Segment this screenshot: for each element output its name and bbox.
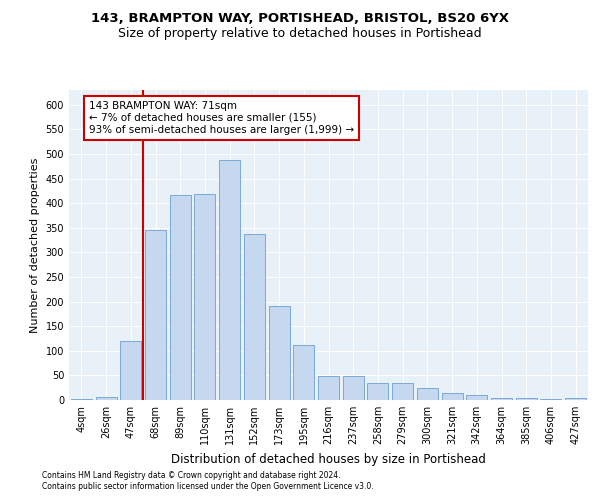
Bar	[392, 384, 413, 400]
Bar	[516, 398, 537, 400]
Text: Contains public sector information licensed under the Open Government Licence v3: Contains public sector information licen…	[42, 482, 374, 491]
Text: 143 BRAMPTON WAY: 71sqm
← 7% of detached houses are smaller (155)
93% of semi-de: 143 BRAMPTON WAY: 71sqm ← 7% of detached…	[89, 102, 354, 134]
Bar	[367, 384, 388, 400]
Bar	[343, 376, 364, 400]
Text: 143, BRAMPTON WAY, PORTISHEAD, BRISTOL, BS20 6YX: 143, BRAMPTON WAY, PORTISHEAD, BRISTOL, …	[91, 12, 509, 26]
Bar	[565, 398, 586, 400]
Bar	[417, 388, 438, 400]
Bar	[442, 392, 463, 400]
Bar	[466, 395, 487, 400]
Text: Size of property relative to detached houses in Portishead: Size of property relative to detached ho…	[118, 28, 482, 40]
Bar	[491, 398, 512, 400]
Bar	[293, 346, 314, 400]
Bar	[219, 160, 240, 400]
Text: Contains HM Land Registry data © Crown copyright and database right 2024.: Contains HM Land Registry data © Crown c…	[42, 471, 341, 480]
Bar	[541, 399, 562, 400]
Bar	[71, 398, 92, 400]
X-axis label: Distribution of detached houses by size in Portishead: Distribution of detached houses by size …	[171, 452, 486, 466]
Bar	[145, 230, 166, 400]
Y-axis label: Number of detached properties: Number of detached properties	[30, 158, 40, 332]
Bar	[95, 396, 116, 400]
Bar	[318, 376, 339, 400]
Bar	[170, 196, 191, 400]
Bar	[244, 234, 265, 400]
Bar	[120, 341, 141, 400]
Bar	[269, 306, 290, 400]
Bar	[194, 194, 215, 400]
